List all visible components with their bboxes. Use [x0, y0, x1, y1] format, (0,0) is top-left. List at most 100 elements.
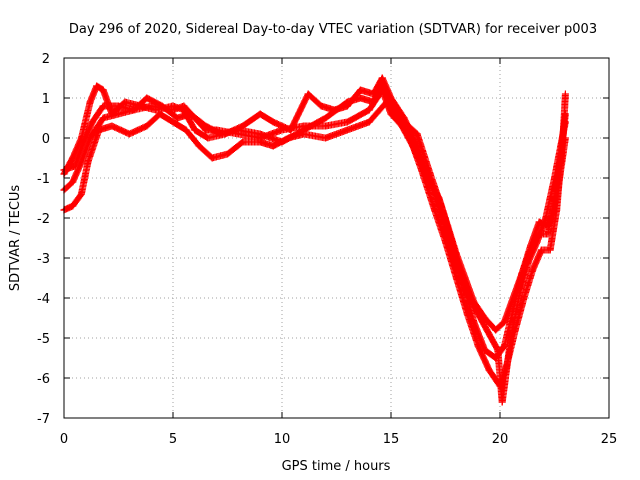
y-tick-label: -4 [37, 292, 50, 307]
data-point [317, 102, 325, 110]
data-point [561, 90, 569, 98]
data-point [86, 134, 94, 142]
data-point [542, 214, 550, 222]
data-point [500, 342, 508, 350]
data-point [413, 142, 421, 150]
y-tick-label: -5 [37, 332, 50, 347]
data-point [330, 106, 338, 114]
data-point [202, 122, 210, 130]
data-point [99, 86, 107, 94]
data-point [507, 334, 515, 342]
y-tick-label: -3 [37, 252, 50, 267]
data-point [322, 134, 330, 142]
data-point [524, 258, 532, 266]
data-point [400, 114, 408, 122]
series-markers [60, 78, 569, 362]
data-point [546, 246, 554, 254]
data-point [77, 158, 85, 166]
data-point [472, 306, 480, 314]
data-point [77, 190, 85, 198]
data-point [143, 122, 151, 130]
x-tick-label: 15 [383, 432, 400, 447]
data-point [485, 366, 493, 374]
series-layer [60, 74, 569, 406]
data-point [69, 178, 77, 186]
data-point [195, 142, 203, 150]
data-point [516, 290, 524, 298]
data-point [269, 118, 277, 126]
data-point [322, 122, 330, 130]
x-tick-label: 20 [492, 432, 509, 447]
data-point [208, 154, 216, 162]
grid-lines [64, 58, 609, 418]
y-tick-label: -1 [37, 172, 50, 187]
data-point [439, 218, 447, 226]
data-point [191, 126, 199, 134]
data-point [77, 134, 85, 142]
x-tick-label: 10 [274, 432, 291, 447]
series-trace-2 [60, 78, 569, 362]
data-point [285, 134, 293, 142]
data-point [152, 106, 160, 114]
chart-title: Day 296 of 2020, Sidereal Day-to-day VTE… [69, 22, 597, 37]
x-tick-label: 25 [601, 432, 618, 447]
data-point [224, 150, 231, 158]
y-tick-label: 0 [42, 132, 50, 147]
data-point [461, 286, 469, 294]
data-point [492, 326, 500, 334]
data-point [343, 102, 351, 110]
data-point [86, 98, 94, 106]
data-point [180, 106, 188, 114]
data-point [84, 158, 92, 166]
data-point [551, 174, 558, 182]
data-point [343, 126, 351, 134]
data-point [69, 202, 77, 210]
data-point [99, 102, 107, 110]
data-point [256, 138, 264, 146]
data-point [370, 98, 378, 106]
data-point [95, 126, 103, 134]
data-point [115, 110, 122, 118]
y-tick-label: -2 [37, 212, 50, 227]
data-point [378, 74, 386, 82]
data-point [537, 246, 545, 254]
y-tick-label: -6 [37, 372, 50, 387]
data-point [169, 102, 177, 110]
data-point [125, 130, 133, 138]
data-point [494, 346, 502, 354]
y-tick-label: 2 [42, 52, 50, 67]
data-point [256, 110, 264, 118]
plot-frame [63, 57, 610, 419]
data-point [370, 90, 378, 98]
data-point [221, 130, 229, 138]
data-point [93, 82, 101, 90]
data-point [304, 90, 312, 98]
data-point [365, 118, 373, 126]
data-point [322, 114, 330, 122]
data-point [483, 326, 491, 334]
data-point [182, 126, 190, 134]
data-point [500, 318, 508, 326]
data-point [239, 122, 247, 130]
x-tick-label: 5 [169, 432, 177, 447]
data-point [561, 118, 569, 126]
data-point [121, 98, 129, 106]
y-tick-label: -7 [37, 412, 50, 427]
data-point [365, 106, 373, 114]
data-point [256, 130, 264, 138]
data-point [173, 114, 181, 122]
data-point [498, 398, 506, 406]
data-point [287, 126, 295, 134]
data-point [356, 86, 364, 94]
data-point [69, 154, 77, 162]
data-point [108, 110, 116, 118]
y-tick-label: 1 [42, 92, 50, 107]
data-point [136, 102, 144, 110]
x-tick-label: 0 [60, 432, 68, 447]
axis-ticks: 0 5 10 15 20 25 -7 -6 -5 -4 -3 -2 -1 0 1 2 [37, 52, 617, 447]
data-point [99, 114, 107, 122]
data-point [343, 118, 351, 126]
y-axis-label: SDTVAR / TECUs [8, 185, 23, 292]
data-point [239, 138, 247, 146]
